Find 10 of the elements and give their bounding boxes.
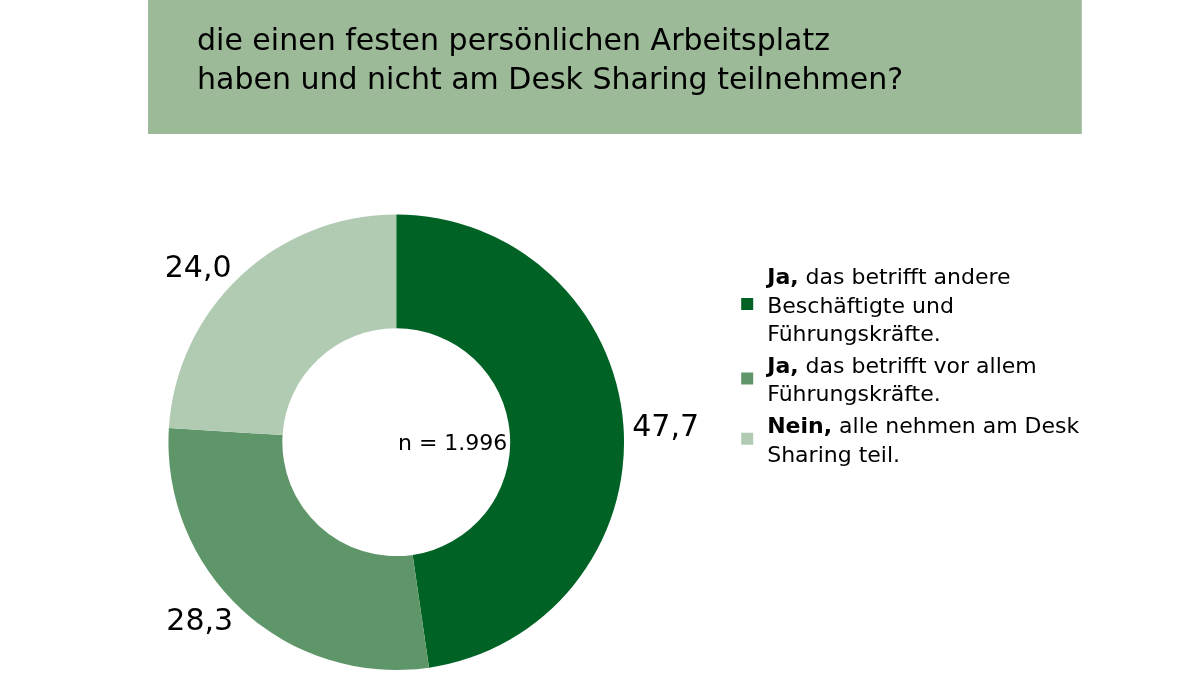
data-label: 47,7 (632, 408, 699, 444)
donut-slice (396, 214, 624, 668)
legend-label: Nein, alle nehmen am Desk Sharing teil. (767, 412, 1080, 467)
legend-label: Ja, das betrifft andere Beschäftigte und Führungskräfte. (765, 263, 1011, 347)
donut-slice (168, 214, 397, 436)
legend-label: Ja, das betrifft vor allem Führungskräfte. (765, 352, 1037, 407)
chart-title: die einen festen persönlichen Arbeitsplatz haben und nicht am Desk Sharing teilnehmen? (197, 22, 904, 96)
text: n = 1.996 (398, 430, 508, 455)
data-label: 28,3 (166, 601, 234, 637)
data-label: 24,0 (164, 249, 232, 285)
